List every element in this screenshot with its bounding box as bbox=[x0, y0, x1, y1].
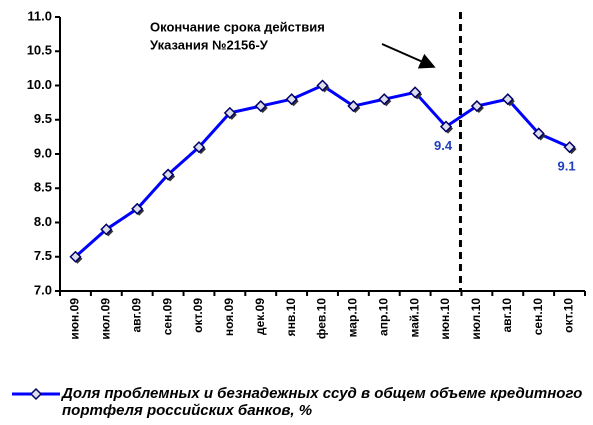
marker bbox=[162, 168, 175, 181]
y-tick-label: 8.0 bbox=[34, 214, 52, 229]
y-tick-label: 9.5 bbox=[34, 111, 52, 126]
marker bbox=[439, 120, 453, 133]
y-tick-label: 10.0 bbox=[27, 77, 52, 92]
marker bbox=[223, 106, 236, 119]
annotation: Окончание срока действия bbox=[150, 19, 325, 34]
marker bbox=[29, 387, 43, 401]
marker bbox=[192, 141, 206, 154]
line bbox=[74, 83, 571, 258]
x-tick-label: фев.10 bbox=[315, 298, 329, 339]
x-tick-label: июн.09 bbox=[68, 298, 82, 340]
x-tick-label: сен.10 bbox=[531, 298, 545, 336]
y-tick-label: 10.5 bbox=[27, 43, 52, 58]
marker bbox=[100, 223, 113, 236]
marker bbox=[316, 79, 329, 92]
y-tick-label: 11.0 bbox=[27, 8, 52, 23]
marker bbox=[501, 93, 514, 106]
marker bbox=[532, 127, 545, 140]
x-tick-label: апр.10 bbox=[376, 298, 390, 336]
annotation-arrow bbox=[381, 43, 436, 69]
annotation: Указания №2156-У bbox=[150, 37, 269, 52]
marker bbox=[409, 86, 422, 99]
marker bbox=[254, 99, 267, 113]
marker bbox=[378, 93, 391, 106]
x-tick-label: сен.09 bbox=[160, 298, 174, 336]
marker bbox=[131, 202, 144, 215]
x-tick-label: мар.10 bbox=[346, 298, 360, 338]
x-tick-label: июн.10 bbox=[438, 298, 452, 340]
data-label: 9.1 bbox=[558, 159, 576, 174]
x-tick-label: янв.10 bbox=[284, 298, 298, 337]
x-tick-label: авг.09 bbox=[129, 298, 143, 333]
marker bbox=[347, 99, 360, 113]
y-tick-label: 7.0 bbox=[34, 282, 52, 297]
y-tick-label: 9.0 bbox=[34, 145, 52, 160]
marker bbox=[69, 250, 82, 263]
x-tick-label: ноя.09 bbox=[222, 298, 236, 336]
x-tick-label: дек.09 bbox=[253, 298, 267, 335]
legend-label: Доля проблемных и безнадежных ссуд в общ… bbox=[62, 385, 583, 419]
x-tick-label: окт.09 bbox=[191, 298, 205, 333]
y-tick-label: 8.5 bbox=[34, 180, 52, 195]
data-label: 9.4 bbox=[434, 138, 453, 153]
x-tick-label: июл.10 bbox=[469, 298, 483, 340]
y-tick-label: 7.5 bbox=[34, 248, 52, 263]
x-tick-label: окт.10 bbox=[562, 298, 576, 333]
marker bbox=[285, 93, 298, 106]
x-tick-label: авг.10 bbox=[500, 298, 514, 333]
x-tick-label: май.10 bbox=[407, 298, 421, 338]
x-tick-label: июл.09 bbox=[98, 298, 112, 340]
marker bbox=[563, 141, 576, 154]
marker bbox=[470, 99, 483, 113]
